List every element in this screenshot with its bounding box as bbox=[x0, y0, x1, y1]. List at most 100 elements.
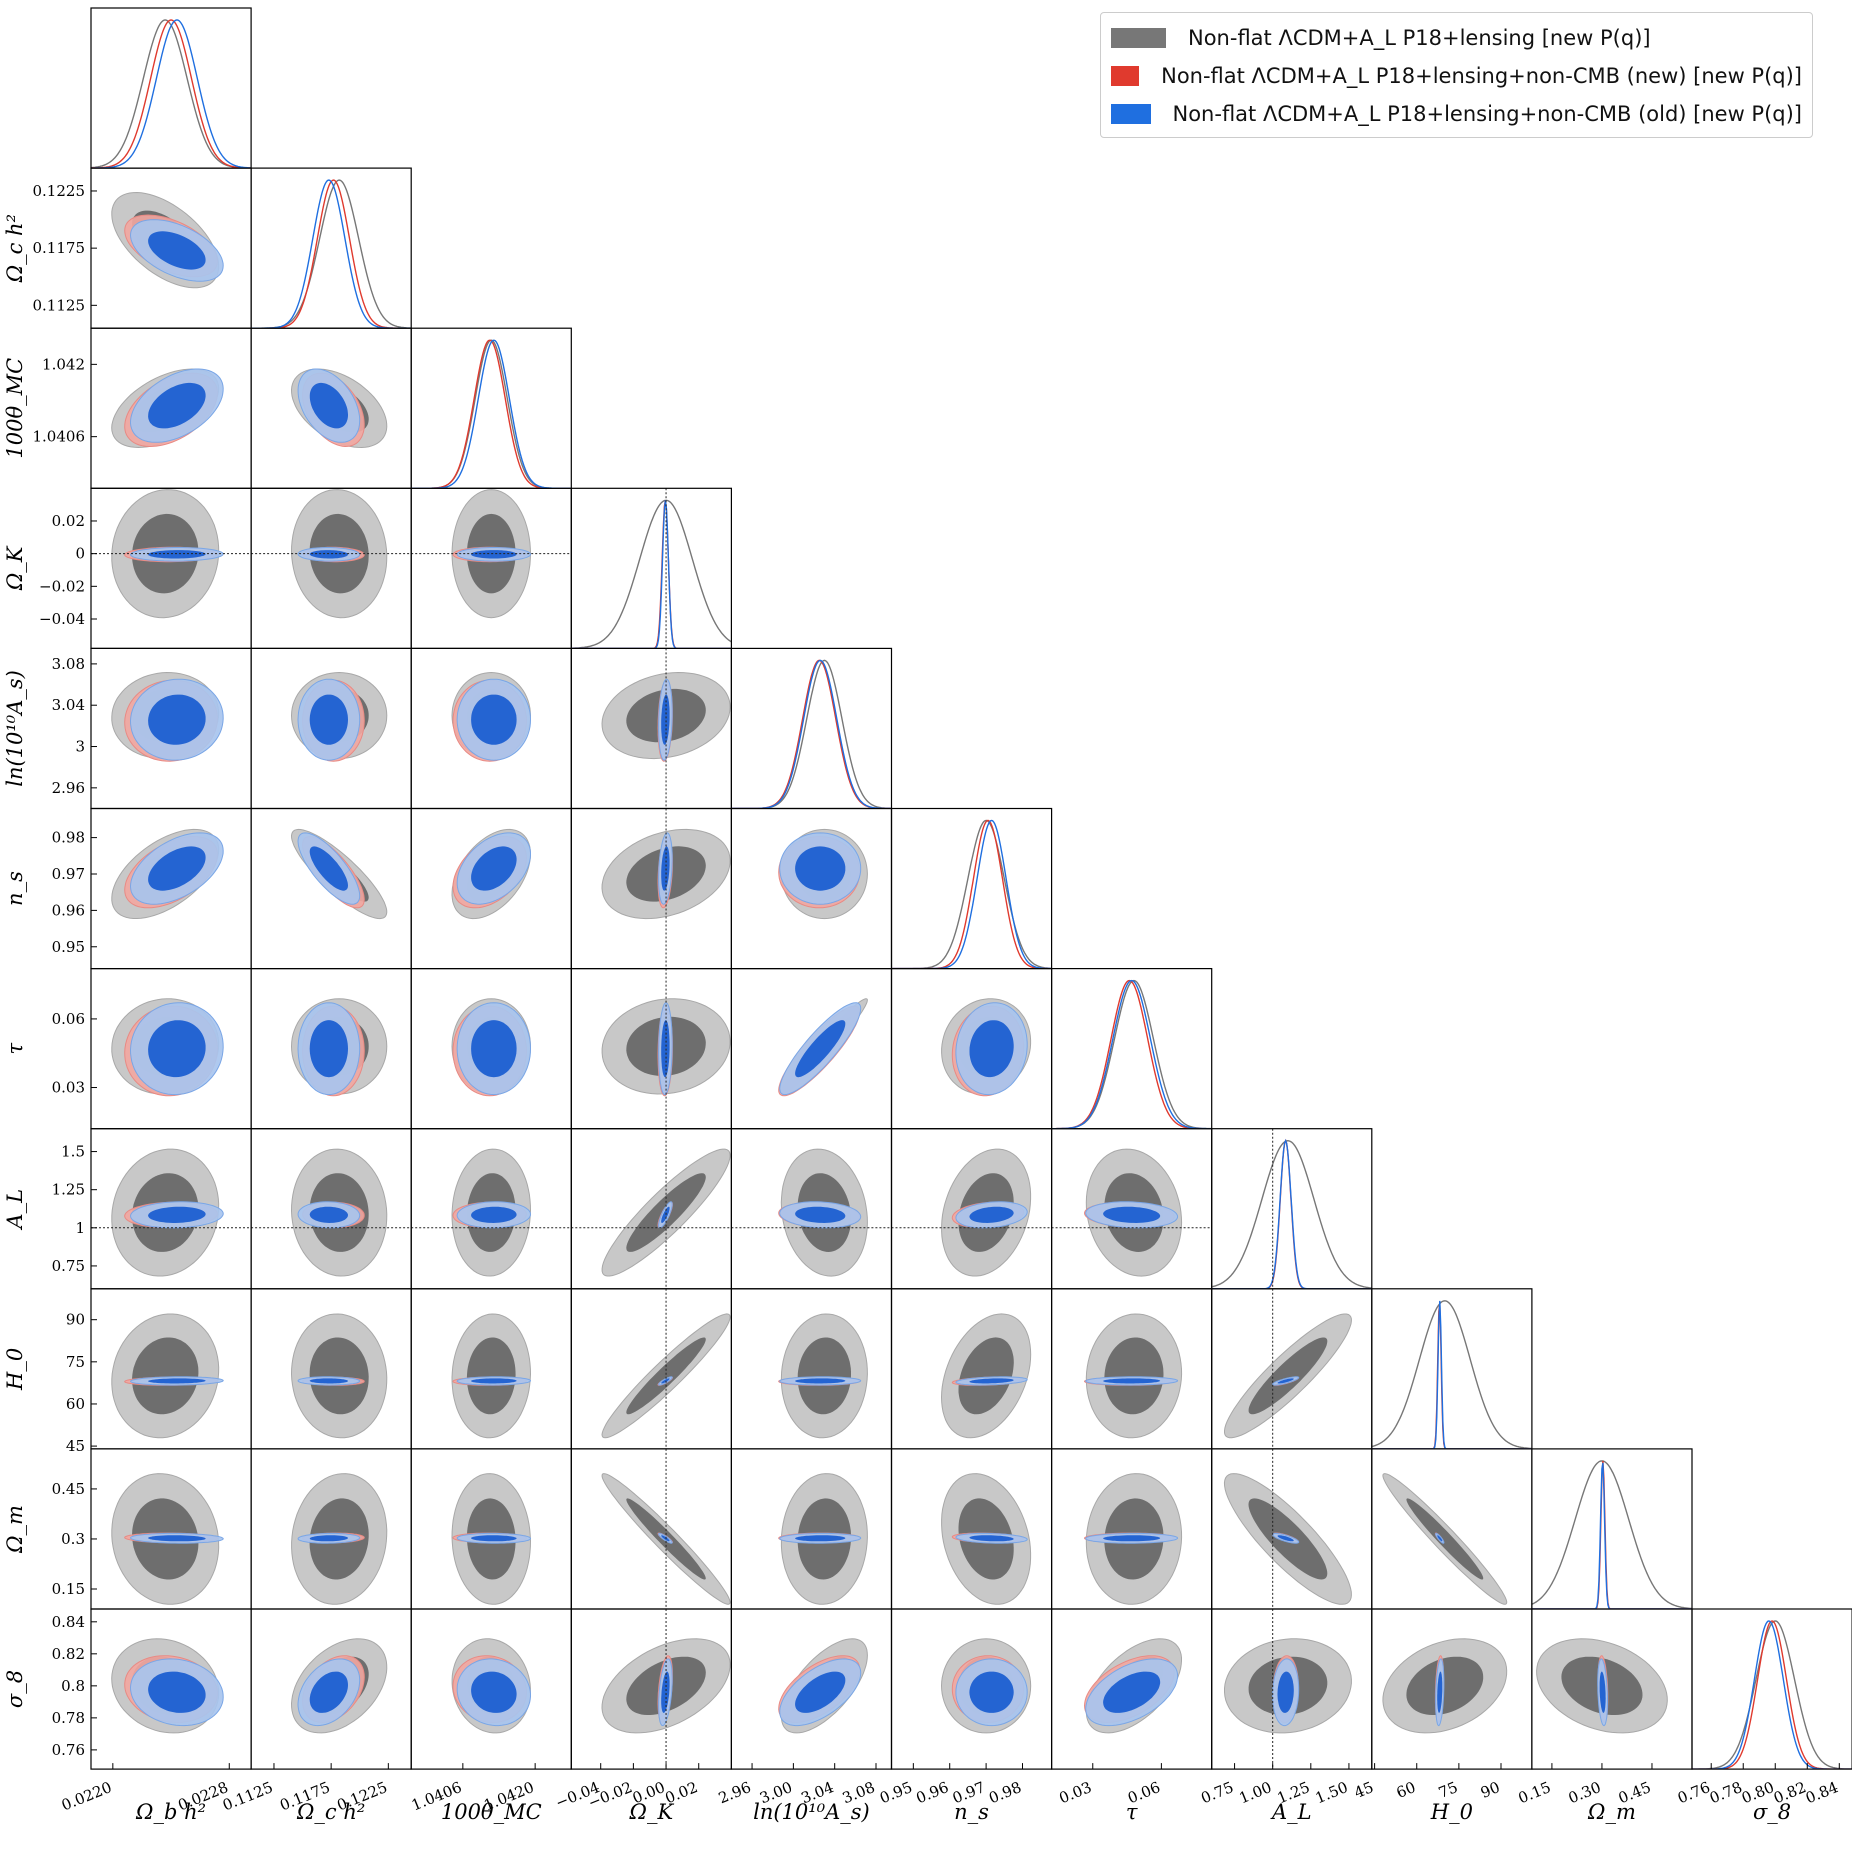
xaxis-label: Ω_K bbox=[629, 1800, 675, 1824]
contour-blue-68 bbox=[969, 1671, 1014, 1713]
contour-blue-68 bbox=[471, 846, 517, 891]
panel-0-5: 0.95 0.96 0.97 0.98 bbox=[52, 807, 252, 970]
ytick-label: 45 bbox=[66, 1437, 85, 1455]
contour-blue-68 bbox=[309, 550, 348, 559]
panel-contours bbox=[1083, 1473, 1183, 1605]
diag-panel-10: 0.760.780.800.820.84 bbox=[1675, 1608, 1852, 1807]
contour-blue-68 bbox=[1277, 1671, 1294, 1713]
xtick-label: 90 bbox=[1478, 1778, 1502, 1802]
diag-panel-1 bbox=[250, 167, 412, 329]
contour-blue-68 bbox=[471, 1671, 517, 1713]
contour-blue-68 bbox=[969, 1020, 1014, 1078]
panel-contours bbox=[601, 1288, 731, 1449]
marginal-red bbox=[91, 19, 252, 169]
panel-8-9 bbox=[1371, 1448, 1533, 1610]
contour-blue-68 bbox=[661, 1535, 670, 1542]
xtick-label: 0.0220 bbox=[59, 1778, 114, 1814]
ytick-label: 1.042 bbox=[42, 355, 85, 373]
panel-contours bbox=[941, 1473, 1032, 1605]
ytick-label: 0.95 bbox=[52, 938, 85, 956]
contour-blue-68 bbox=[148, 1378, 206, 1384]
marginal-grey bbox=[1531, 1460, 1693, 1610]
yaxis-label: τ bbox=[3, 1042, 27, 1054]
panel-0-6: 0.03 0.06 bbox=[52, 967, 252, 1130]
marginal-red bbox=[891, 819, 1052, 969]
legend-item-grey: Non-flat ΛCDM+A_L P18+lensing [new P(q)] bbox=[1111, 19, 1802, 57]
marginal-red bbox=[411, 339, 572, 489]
marginal-grey bbox=[91, 19, 252, 169]
ytick-label: 2.96 bbox=[52, 779, 85, 797]
marginal-grey bbox=[571, 499, 732, 649]
panel-2-3 bbox=[410, 487, 572, 649]
marginal-red bbox=[1531, 1460, 1692, 1610]
panel-2-4 bbox=[410, 647, 572, 810]
ytick-label: 0.76 bbox=[52, 1741, 85, 1759]
marginal-curves bbox=[731, 659, 892, 809]
panel-contours bbox=[601, 1448, 731, 1609]
panel-frame bbox=[730, 647, 893, 810]
marginal-curves bbox=[571, 488, 732, 649]
marginal-grey bbox=[1211, 1139, 1372, 1289]
diag-panel-6 bbox=[1050, 967, 1213, 1130]
yaxis-label: 100θ_MC bbox=[3, 358, 27, 459]
contour-blue-68 bbox=[471, 694, 517, 745]
panel-5-6 bbox=[890, 967, 1053, 1130]
ytick-label: 90 bbox=[66, 1311, 85, 1329]
panel-1-10: 0.1125 0.1175 0.1225 bbox=[220, 1608, 412, 1814]
ytick-label: 0.45 bbox=[52, 1480, 85, 1498]
xaxis-label: A_L bbox=[1270, 1800, 1312, 1824]
panel-contours bbox=[290, 998, 388, 1097]
panel-contours bbox=[1051, 1148, 1212, 1277]
marginal-blue bbox=[731, 659, 892, 809]
panel-0-10: 0.760.780.80.820.840.0220 0.0228 bbox=[52, 1608, 252, 1814]
contour-blue-68 bbox=[309, 1671, 348, 1713]
marginal-blue bbox=[1211, 1138, 1372, 1289]
xtick-label: 0.95 bbox=[877, 1778, 915, 1807]
panel-contours bbox=[451, 828, 532, 920]
panel-contours bbox=[601, 1609, 731, 1770]
diag-panel-9 bbox=[1531, 1448, 1693, 1610]
contour-blue-68 bbox=[471, 550, 517, 559]
panel-0-4: 2.96 3 3.04 3.08 bbox=[52, 647, 252, 810]
diag-panel-0 bbox=[90, 7, 252, 169]
panel-contours bbox=[1536, 1638, 1668, 1734]
panel-frame bbox=[570, 1288, 732, 1450]
contour-blue-68 bbox=[309, 1535, 348, 1542]
yaxis-label: n_s bbox=[3, 871, 27, 906]
contour-blue-68 bbox=[471, 1020, 517, 1078]
panel-contours bbox=[451, 1313, 532, 1439]
panel-3-7 bbox=[570, 1128, 732, 1290]
panel-3-4 bbox=[570, 647, 732, 810]
contour-grey-68 bbox=[1104, 1337, 1164, 1415]
contour-blue-68 bbox=[1277, 1535, 1294, 1542]
yaxis-label: Ω_c h² bbox=[3, 214, 27, 283]
ytick-label: 0.1225 bbox=[33, 182, 86, 200]
ytick-label: 0.75 bbox=[52, 1257, 85, 1275]
contour-blue-68 bbox=[309, 846, 348, 891]
xtick-label: 0.84 bbox=[1803, 1778, 1841, 1807]
panel-contours bbox=[251, 1148, 412, 1277]
contour-blue-68 bbox=[148, 1671, 206, 1713]
legend-label-grey: Non-flat ΛCDM+A_L P18+lensing [new P(q)] bbox=[1188, 26, 1651, 50]
ytick-label: 0.02 bbox=[52, 512, 85, 530]
panel-3-8 bbox=[570, 1288, 732, 1450]
marginal-grey bbox=[1371, 1300, 1532, 1449]
panel-contours bbox=[1083, 1313, 1183, 1439]
ytick-label: 0.8 bbox=[61, 1677, 85, 1695]
ytick-label: 0 bbox=[75, 545, 85, 563]
panel-contours bbox=[290, 828, 388, 920]
legend-swatch-blue bbox=[1111, 104, 1151, 124]
marginal-blue bbox=[251, 179, 412, 329]
panel-1-6 bbox=[250, 967, 412, 1130]
marginal-blue bbox=[1692, 1620, 1852, 1770]
panel-contours bbox=[778, 1473, 868, 1605]
panel-1-8 bbox=[250, 1288, 412, 1450]
panel-5-9 bbox=[890, 1448, 1053, 1610]
panel-1-5 bbox=[250, 807, 412, 970]
xaxis-label: H_0 bbox=[1430, 1800, 1473, 1824]
contour-blue-68 bbox=[1599, 1671, 1606, 1713]
panel-contours bbox=[601, 968, 731, 1129]
ytick-label: −0.02 bbox=[39, 577, 85, 595]
panel-contours bbox=[601, 808, 731, 969]
